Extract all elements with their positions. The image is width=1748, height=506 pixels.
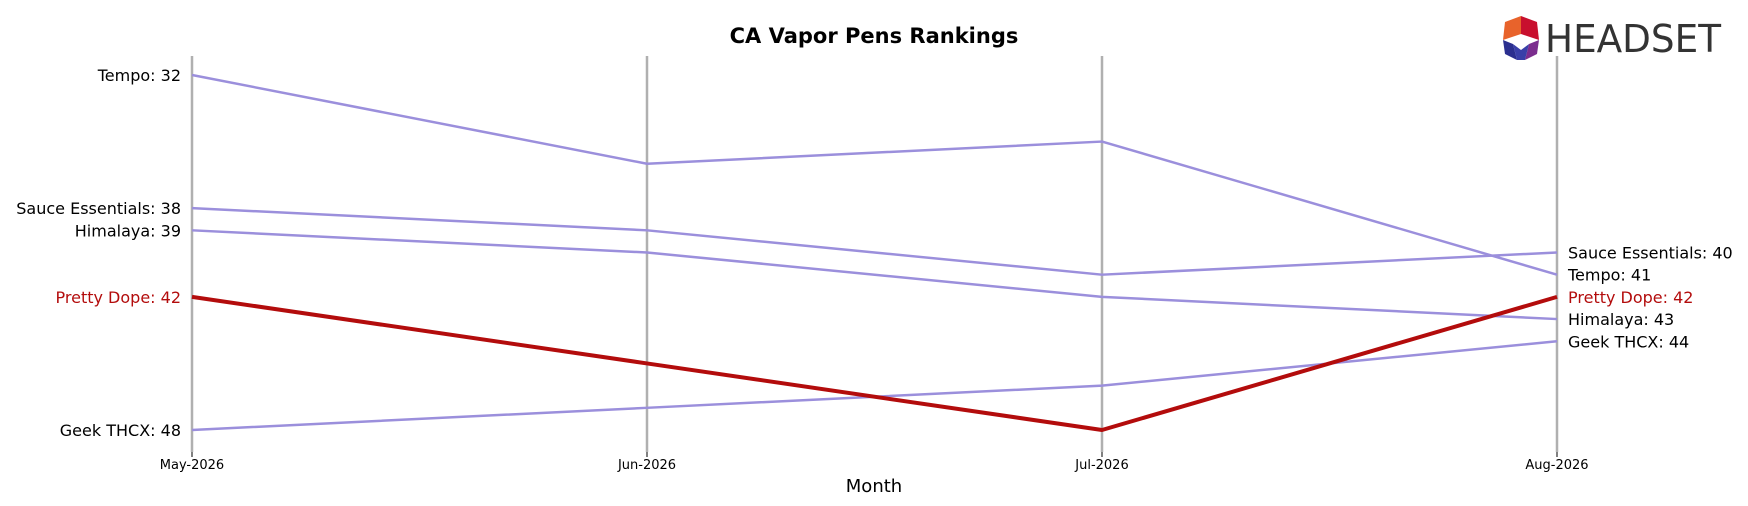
end-label-pretty-dope: Pretty Dope: 42 [1568,288,1693,307]
x-tick-label: Jun-2026 [617,458,676,473]
series-line-sauce-essentials [191,206,1558,276]
headset-logo: HEADSET [1503,16,1722,61]
logo-mark-icon [1503,16,1539,60]
series-line-himalaya [191,229,1558,321]
series-line-tempo [191,73,1558,276]
x-axis-label: Month [846,476,902,497]
series-line-pretty-dope [191,294,1558,432]
end-label-tempo: Tempo: 41 [1567,266,1651,285]
x-tick-label: May-2026 [160,458,224,473]
end-label-himalaya: Himalaya: 43 [1568,310,1674,329]
logo-text: HEADSET [1545,17,1722,61]
series-lines [191,73,1558,432]
chart-title: CA Vapor Pens Rankings [730,24,1019,48]
grid-lines [190,56,1559,452]
series-line-geek-thcx [191,340,1558,432]
start-label-pretty-dope: Pretty Dope: 42 [56,288,181,307]
end-label-sauce-essentials: Sauce Essentials: 40 [1568,244,1733,263]
end-label-geek-thcx: Geek THCX: 44 [1568,332,1689,351]
x-axis-ticks: May-2026 Jun-2026 Jul-2026 Aug-2026 [160,452,1589,473]
start-label-geek-thcx: Geek THCX: 48 [60,421,181,440]
start-label-sauce-essentials: Sauce Essentials: 38 [16,199,181,218]
start-label-himalaya: Himalaya: 39 [75,221,181,240]
x-tick-label: Jul-2026 [1074,458,1128,473]
series-labels: Tempo: 32 Sauce Essentials: 38 Himalaya: 3… [16,66,1732,440]
x-tick-label: Aug-2026 [1525,458,1588,473]
start-label-tempo: Tempo: 32 [97,66,181,85]
